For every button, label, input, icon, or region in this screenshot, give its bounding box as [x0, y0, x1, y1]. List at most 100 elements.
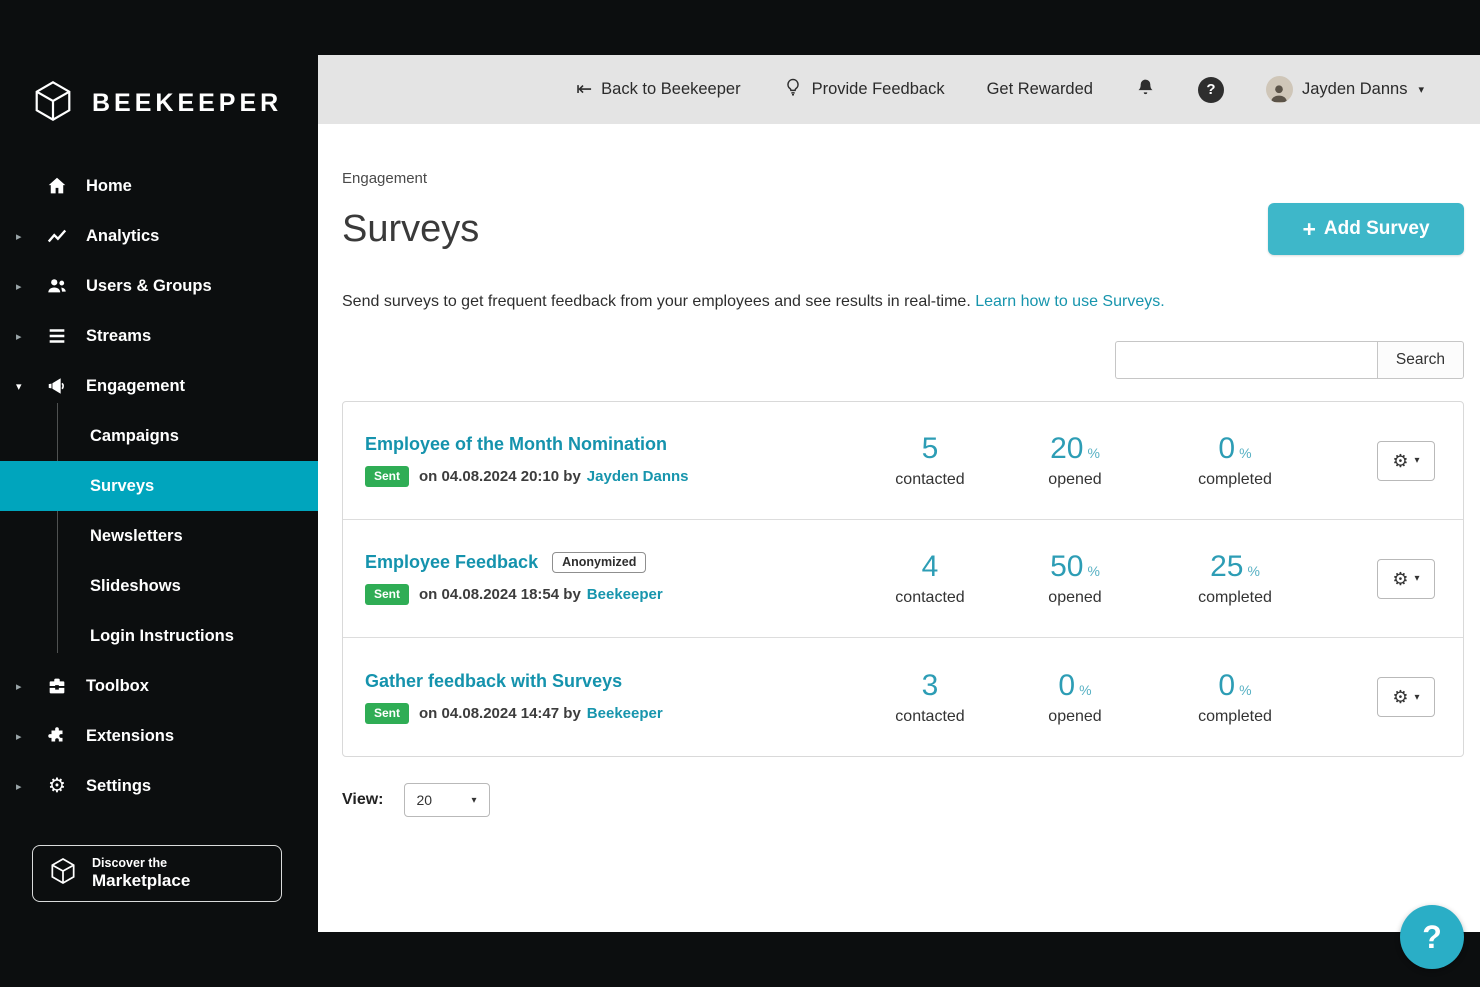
avatar [1265, 76, 1293, 103]
plus-icon: + [1302, 215, 1316, 242]
marketplace-box-icon [47, 855, 79, 892]
caret-down-icon: ▾ [1414, 573, 1420, 584]
stat-opened: 20% opened [1048, 432, 1102, 488]
logo-text: BEEKEEPER [92, 89, 283, 117]
caret-right-icon: ▸ [16, 680, 22, 693]
sidebar-item-users-groups[interactable]: ▸ Users & Groups [0, 261, 318, 311]
marketplace-button[interactable]: Discover the Marketplace [32, 845, 282, 902]
anonymized-badge: Anonymized [552, 552, 647, 573]
caret-down-icon: ▾ [1414, 691, 1420, 703]
row-actions-button[interactable]: ⚙ ▾ [1377, 440, 1435, 481]
meta-text: on 04.08.2024 20:10 by [419, 468, 581, 485]
view-select[interactable]: 20 ▾ [403, 783, 490, 817]
sidebar-item-label: Analytics [86, 226, 160, 245]
streams-icon [44, 325, 70, 347]
sidebar-item-campaigns[interactable]: Campaigns [0, 411, 318, 461]
search-button[interactable]: Search [1376, 341, 1464, 379]
gear-icon: ⚙ [48, 775, 66, 797]
survey-meta: Sent on 04.08.2024 20:10 by Jayden Danns [365, 466, 855, 487]
stat-contacted: 3 contacted [895, 668, 965, 725]
search-bar: Search [342, 341, 1464, 379]
caret-right-icon: ▸ [16, 730, 22, 743]
sidebar-item-slideshows[interactable]: Slideshows [0, 561, 318, 611]
page-title: Surveys [342, 207, 480, 250]
status-badge: Sent [365, 466, 410, 487]
gear-icon: ⚙ [1392, 450, 1409, 471]
sidebar-item-newsletters[interactable]: Newsletters [0, 511, 318, 561]
analytics-icon [44, 225, 70, 247]
gear-icon: ⚙ [1392, 568, 1409, 589]
chevron-down-icon: ▾ [471, 794, 477, 806]
home-icon [44, 175, 70, 197]
get-rewarded-link[interactable]: Get Rewarded [987, 80, 1093, 99]
back-label: Back to Beekeeper [601, 80, 741, 98]
stat-contacted: 5 contacted [895, 432, 965, 488]
row-actions-button[interactable]: ⚙ ▾ [1377, 558, 1435, 599]
sidebar-item-toolbox[interactable]: ▸ Toolbox [0, 661, 318, 711]
sidebar-item-label: Login Instructions [90, 626, 234, 645]
sidebar-item-label: Engagement [86, 376, 186, 395]
author-link[interactable]: Beekeeper [586, 704, 663, 722]
caret-right-icon: ▸ [16, 330, 22, 343]
status-badge: Sent [365, 584, 410, 605]
search-input[interactable] [1114, 341, 1377, 379]
sidebar-item-engagement[interactable]: ▾ Engagement [0, 361, 318, 411]
sidebar-item-label: Users & Groups [86, 276, 212, 295]
toolbox-icon [44, 675, 70, 697]
rewarded-label: Get Rewarded [986, 80, 1093, 98]
survey-title-link[interactable]: Employee Feedback [365, 552, 539, 572]
survey-info: Gather feedback with Surveys Sent on 04.… [365, 671, 855, 724]
help-fab-button[interactable]: ? [1400, 905, 1464, 969]
sidebar-item-home[interactable]: Home [0, 161, 318, 211]
survey-meta: Sent on 04.08.2024 18:54 by Beekeeper [365, 584, 855, 605]
add-survey-button[interactable]: + Add Survey [1268, 203, 1464, 255]
beekeeper-logo: BEEKEEPER [0, 0, 318, 129]
sidebar-item-label: Newsletters [90, 526, 183, 545]
view-label: View: [342, 791, 384, 808]
puzzle-icon [44, 725, 70, 747]
sidebar-item-surveys[interactable]: Surveys [0, 461, 318, 511]
survey-title-link[interactable]: Gather feedback with Surveys [365, 670, 623, 691]
author-link[interactable]: Beekeeper [586, 586, 663, 603]
status-badge: Sent [365, 702, 410, 724]
learn-surveys-link[interactable]: Learn how to use Surveys. [975, 293, 1165, 310]
lightbulb-icon [783, 77, 803, 102]
survey-row: Employee of the Month Nomination Sent on… [343, 402, 1463, 520]
survey-title-link[interactable]: Employee of the Month Nomination [365, 434, 667, 454]
survey-row: Employee Feedback Anonymized Sent on 04.… [343, 520, 1463, 638]
view-select-value: 20 [416, 792, 433, 808]
stat-completed: 0% completed [1198, 668, 1272, 725]
meta-text: on 04.08.2024 18:54 by [419, 586, 581, 603]
topbar: ⇤ Back to Beekeeper Provide Feedback Get… [318, 55, 1480, 124]
back-arrow-icon: ⇤ [576, 79, 593, 100]
sidebar-nav: Home ▸ Analytics ▸ Users & Groups ▸ [0, 161, 318, 811]
description-text: Send surveys to get frequent feedback fr… [342, 293, 971, 310]
sidebar-item-streams[interactable]: ▸ Streams [0, 311, 318, 361]
stat-opened: 50% opened [1048, 550, 1102, 606]
help-icon[interactable]: ? [1197, 76, 1224, 103]
surveys-page: Engagement Surveys + Add Survey Send sur… [318, 124, 1480, 932]
survey-meta: Sent on 04.08.2024 14:47 by Beekeeper [365, 702, 855, 724]
add-survey-label: Add Survey [1323, 218, 1430, 239]
survey-info: Employee Feedback Anonymized Sent on 04.… [365, 552, 855, 605]
provide-feedback-link[interactable]: Provide Feedback [783, 77, 945, 102]
user-menu[interactable]: Jayden Danns ▾ [1265, 76, 1424, 103]
user-name: Jayden Danns [1301, 80, 1408, 98]
sidebar-item-login-instructions[interactable]: Login Instructions [0, 611, 318, 661]
back-to-beekeeper-link[interactable]: ⇤ Back to Beekeeper [576, 80, 740, 99]
stat-contacted: 4 contacted [895, 550, 965, 606]
breadcrumb[interactable]: Engagement [342, 170, 428, 187]
sidebar-item-label: Extensions [86, 726, 175, 745]
notifications-button[interactable] [1135, 77, 1156, 103]
sidebar-item-label: Slideshows [90, 576, 181, 595]
author-link[interactable]: Jayden Danns [586, 468, 689, 485]
survey-row: Gather feedback with Surveys Sent on 04.… [343, 638, 1463, 756]
sidebar-item-extensions[interactable]: ▸ Extensions [0, 711, 318, 761]
sidebar-item-analytics[interactable]: ▸ Analytics [0, 211, 318, 261]
sidebar-item-label: Streams [86, 326, 152, 345]
sidebar-item-settings[interactable]: ▸ ⚙ Settings [0, 761, 318, 811]
caret-down-icon: ▾ [1414, 455, 1420, 466]
row-actions-button[interactable]: ⚙ ▾ [1377, 677, 1435, 717]
meta-text: on 04.08.2024 14:47 by [419, 704, 581, 722]
